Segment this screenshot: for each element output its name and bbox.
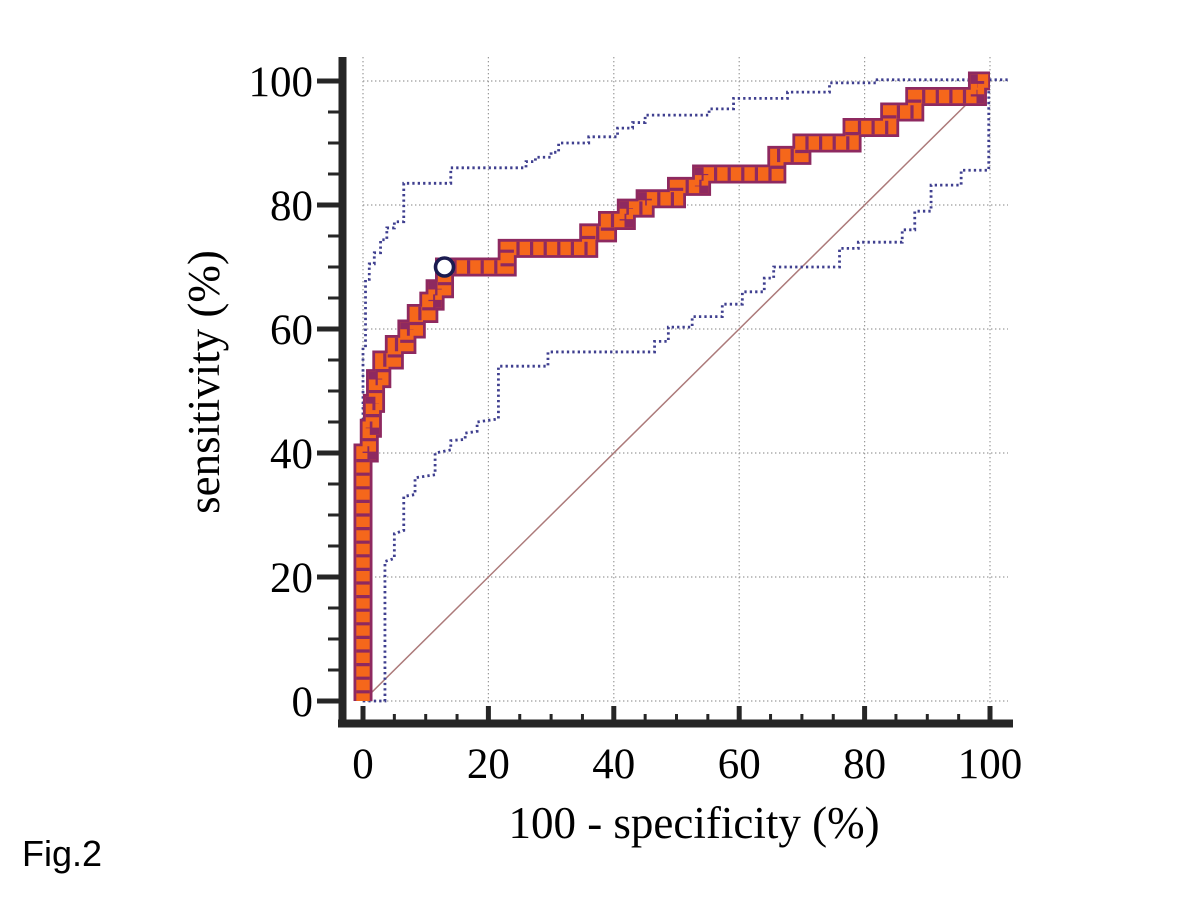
ci-upper-line [361, 78, 1009, 701]
operating-point-marker [433, 256, 456, 278]
y-tick-label-80: 80 [270, 183, 313, 230]
figure-label: Fig.2 [22, 833, 103, 874]
ci-lower-line [363, 79, 991, 703]
y-axis-title: sensitivity (%) [179, 250, 229, 514]
y-tick-label-100: 100 [249, 59, 314, 106]
roc-curve-hatch [356, 74, 990, 701]
y-tick-label-20: 20 [270, 555, 313, 602]
x-tick-label-60: 60 [718, 741, 761, 788]
x-tick-label-20: 20 [467, 741, 510, 788]
reference-diagonal-line [362, 80, 991, 702]
y-tick-label-60: 60 [270, 307, 313, 354]
x-tick-label-40: 40 [592, 741, 635, 788]
x-tick-label-100: 100 [958, 741, 1023, 788]
x-axis-title: 100 - specificity (%) [508, 798, 880, 848]
x-tick-label-0: 0 [352, 741, 374, 788]
y-tick-label-0: 0 [292, 679, 314, 726]
x-tick-label-80: 80 [843, 741, 886, 788]
y-tick-label-40: 40 [270, 431, 313, 478]
